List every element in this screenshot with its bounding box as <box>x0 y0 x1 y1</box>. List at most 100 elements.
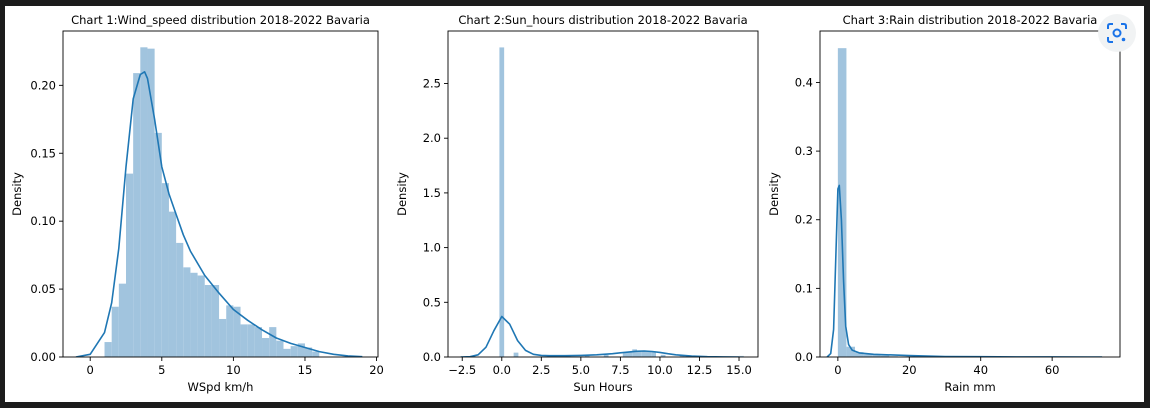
y-tick-label: 0.3 <box>795 144 813 158</box>
histogram-bar <box>646 351 652 357</box>
axes-frame <box>447 30 759 358</box>
histogram-bar <box>190 272 198 357</box>
y-tick-label: 0.10 <box>30 214 56 228</box>
x-tick-label: 12.5 <box>687 363 713 377</box>
y-tick-label: 0.0 <box>795 350 813 364</box>
histogram-bar <box>290 346 298 357</box>
x-tick-label: 0 <box>87 363 94 377</box>
histogram-bar <box>651 351 656 357</box>
histogram-bar <box>126 173 134 357</box>
x-tick-label: 15.0 <box>726 363 752 377</box>
x-tick-label: 20 <box>902 363 917 377</box>
x-tick-label: 5 <box>158 363 165 377</box>
histogram-bar <box>247 324 255 357</box>
histogram-bar <box>637 350 642 357</box>
histogram-bar <box>846 346 855 357</box>
histogram-bar <box>880 355 890 357</box>
histogram-bar <box>262 337 270 357</box>
x-tick-label: 0.0 <box>493 363 511 377</box>
chart-title: Chart 3:Rain distribution 2018-2022 Bava… <box>843 13 1098 27</box>
histogram-bar <box>269 327 277 357</box>
histogram-bar <box>104 342 112 357</box>
x-tick-label: 2.5 <box>532 363 550 377</box>
x-tick-label: 10 <box>226 363 241 377</box>
chart-3: 0 20 40 60 0.0 0.1 0.2 0.3 0.4 Chart 3:Rain distr… <box>767 13 1121 394</box>
y-tick-label: 2.0 <box>423 131 441 145</box>
chart-title: Chart 2:Sun_hours distribution 2018-2022… <box>458 13 747 27</box>
y-tick-label: 0.0 <box>423 350 441 364</box>
kde-line <box>826 184 1103 357</box>
histogram-bar <box>739 355 744 357</box>
histogram-bar <box>204 285 212 357</box>
chart-1: 0 5 10 15 20 0.00 0.05 0.10 0.15 0.20 Chart 1:Wind… <box>10 13 384 394</box>
chart-title: Chart 1:Wind_speed distribution 2018-202… <box>71 13 370 27</box>
histogram-bar <box>168 211 177 357</box>
histogram-bar <box>603 354 609 357</box>
histogram-bar <box>627 351 633 357</box>
histogram-bar <box>283 348 291 357</box>
histogram-bar <box>565 355 571 357</box>
histogram-bar <box>240 324 248 357</box>
kde-line <box>460 315 740 357</box>
histogram-bar <box>297 343 305 357</box>
histogram-bar <box>111 306 119 357</box>
histogram-bar <box>679 355 685 357</box>
x-tick-label: −2.5 <box>448 363 476 377</box>
y-tick-label: 1.5 <box>423 186 441 200</box>
histogram-bar <box>660 354 666 357</box>
histogram-bar <box>233 306 241 357</box>
x-tick-label: 15 <box>298 363 313 377</box>
histogram-bar <box>183 267 191 357</box>
x-tick-label: 10.0 <box>647 363 673 377</box>
axes-frame <box>819 30 1121 358</box>
figure-canvas: 0 5 10 15 20 0.00 0.05 0.10 0.15 0.20 Chart 1:Wind… <box>5 6 1144 402</box>
y-tick-label: 0.1 <box>795 281 813 295</box>
x-tick-label: 5.0 <box>572 363 590 377</box>
y-tick-label: 2.5 <box>423 77 441 91</box>
x-axis-label: WSpd km/h <box>188 380 254 394</box>
google-lens-button[interactable] <box>1098 14 1136 52</box>
histogram-bar <box>513 352 519 357</box>
histogram-bar <box>147 48 155 357</box>
y-tick-label: 0.15 <box>30 146 56 160</box>
histogram-bar <box>872 354 881 357</box>
x-tick-label: 60 <box>1045 363 1060 377</box>
histogram-bar <box>161 183 169 357</box>
histogram-bar <box>254 327 263 357</box>
google-lens-icon <box>1107 23 1127 43</box>
y-axis-label: Density <box>395 172 409 216</box>
histogram-bar <box>837 48 847 357</box>
histogram-bar <box>863 354 873 357</box>
histogram-bar <box>140 47 148 357</box>
y-tick-label: 0.00 <box>30 350 56 364</box>
y-tick-label: 0.2 <box>795 213 813 227</box>
y-tick-label: 0.4 <box>795 75 813 89</box>
y-tick-label: 0.5 <box>423 295 441 309</box>
x-axis-label: Sun Hours <box>573 380 632 394</box>
y-axis-label: Density <box>10 172 24 216</box>
histogram-bar <box>197 275 205 357</box>
plot-area <box>75 47 363 357</box>
y-tick-label: 0.20 <box>30 78 56 92</box>
histogram-bar <box>211 285 220 357</box>
kde-line <box>75 71 363 357</box>
histogram-bar <box>118 283 126 357</box>
chart-2: −2.5 0.0 2.5 5.0 7.5 10.0 12.5 15.0 0.0 0.5 1.0 1.5… <box>395 13 759 394</box>
histogram-bar <box>641 350 647 357</box>
plot-area <box>460 47 744 357</box>
x-tick-label: 20 <box>369 363 384 377</box>
y-tick-label: 1.0 <box>423 241 441 255</box>
x-tick-label: 7.5 <box>611 363 629 377</box>
plot-area <box>826 48 1103 357</box>
x-tick-label: 0 <box>834 363 841 377</box>
histogram-bar <box>226 305 234 357</box>
histogram-bar <box>855 352 864 357</box>
axes-frame <box>62 30 379 358</box>
histogram-bar <box>622 352 628 357</box>
histogram-bar <box>584 355 590 357</box>
x-tick-label: 40 <box>973 363 988 377</box>
histogram-bar <box>632 349 638 357</box>
histogram-bar <box>304 347 313 357</box>
histogram-bar <box>276 340 284 357</box>
